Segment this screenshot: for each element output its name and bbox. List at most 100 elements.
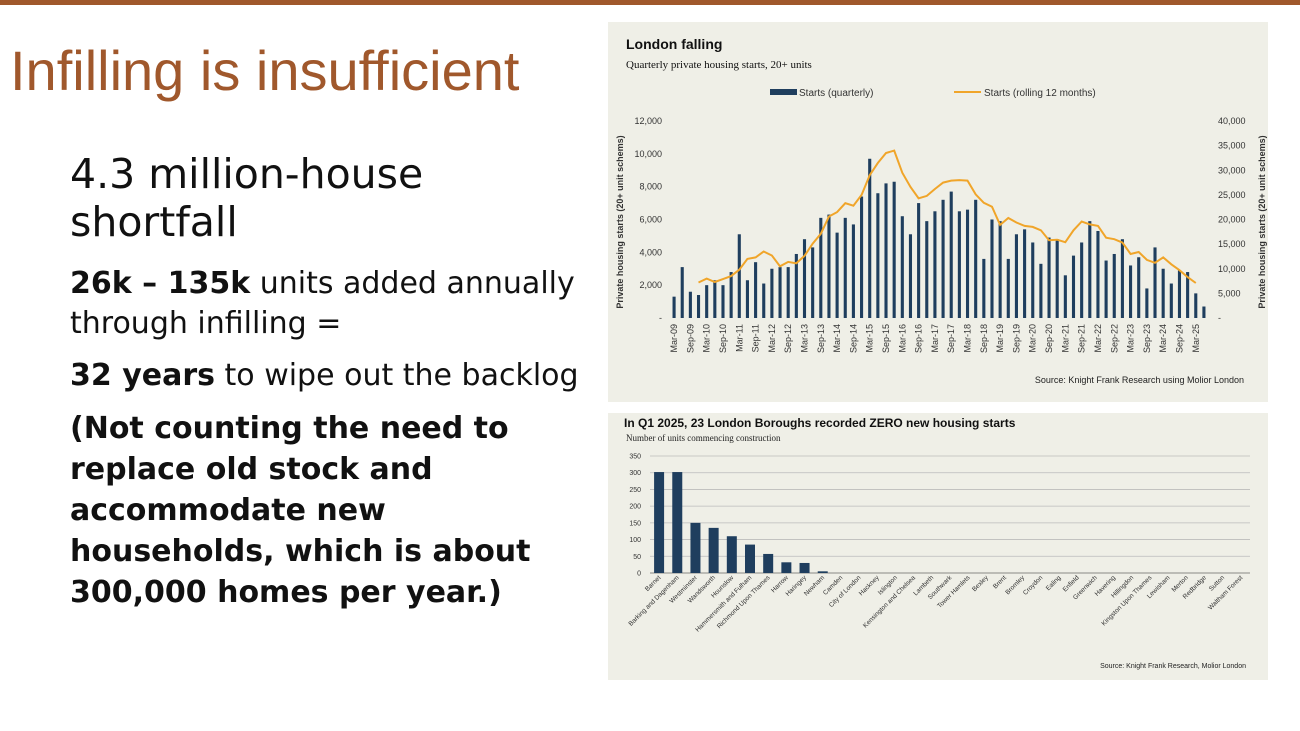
chart1-xtick: Sep-17 (946, 324, 956, 353)
chart1-xtick-group: Sep-17 (946, 324, 956, 353)
chart1-xtick: Mar-09 (669, 324, 679, 353)
chart1-xtick: Sep-20 (1044, 324, 1054, 353)
chart1-bar (794, 253, 798, 318)
chart1-xtick-group: Mar-24 (1158, 324, 1168, 353)
chart2-ytick: 150 (629, 520, 641, 527)
chart1-bar (786, 267, 790, 318)
chart2-bar (799, 562, 810, 573)
chart1-bar (688, 291, 692, 318)
chart1-xtick-group: Sep-23 (1142, 324, 1152, 353)
chart1-xtick-group: Mar-25 (1191, 324, 1201, 353)
chart1-bar (957, 211, 961, 318)
chart1-bar (1031, 242, 1035, 318)
chart1-xtick-group: Sep-12 (783, 324, 793, 353)
bullet-infilling: 26k – 135k units added annually through … (70, 264, 590, 344)
chart1-ytick-right: - (1218, 313, 1221, 323)
chart1-bar (892, 181, 896, 318)
chart1-bar (868, 158, 872, 318)
chart1-xtick-group: Sep-13 (816, 324, 826, 353)
chart1-bar (1202, 306, 1206, 318)
chart1-ytick-left: - (659, 313, 662, 323)
chart1-bar (941, 199, 945, 318)
bullet-infilling-bold: 26k – 135k (70, 266, 251, 301)
chart2-category-label: Ealing (1045, 574, 1063, 592)
chart1-bar (835, 232, 839, 318)
chart1-ytick-left: 6,000 (639, 215, 662, 225)
chart1-bar (754, 262, 758, 318)
chart1-bar (1153, 247, 1157, 318)
chart1-ytick-right: 30,000 (1218, 165, 1246, 175)
chart1-xtick: Mar-12 (767, 324, 777, 353)
chart2-category-label: Bexley (971, 574, 990, 593)
chart1-bar (1177, 270, 1182, 318)
chart1-xtick: Mar-22 (1093, 324, 1103, 353)
chart2-bar (690, 522, 701, 573)
chart1-xtick: Mar-11 (734, 324, 744, 352)
chart1-bar (933, 211, 937, 318)
chart1-bar (827, 214, 831, 318)
chart2-bar (654, 472, 665, 573)
chart2-bar (781, 562, 792, 573)
chart1-ytick-right: 20,000 (1218, 215, 1246, 225)
chart2-bar (817, 571, 828, 573)
chart1-xtick: Sep-16 (914, 324, 924, 353)
chart1-bar (1137, 257, 1141, 318)
chart2-category-label: Waltham Forest (1207, 574, 1244, 611)
chart1-bar (843, 217, 847, 318)
chart1-legend-rolling: Starts (rolling 12 months) (984, 88, 1096, 99)
chart1-xtick-group: Mar-19 (995, 324, 1005, 353)
chart2-xtick-group: Newham (803, 574, 826, 597)
chart1-xtick: Mar-18 (963, 324, 973, 353)
chart1-legend-bar-swatch (770, 89, 797, 95)
chart1-bar (860, 196, 864, 318)
chart2-xtick-group: Brent (992, 574, 1008, 590)
chart1-bar (1014, 234, 1018, 318)
chart1-bar (1055, 239, 1059, 318)
chart2-xtick-group: Waltham Forest (1207, 574, 1244, 611)
chart1-xtick: Mar-24 (1158, 324, 1168, 353)
chart-london-falling: London falling Quarterly private housing… (615, 36, 1267, 385)
chart1-xtick-group: Mar-21 (1060, 324, 1070, 353)
chart1-ytick-right: 25,000 (1218, 190, 1246, 200)
chart1-bar (721, 285, 725, 318)
chart1-bar (908, 234, 913, 318)
chart1-bar (705, 285, 709, 318)
chart2-category-label: Newham (803, 574, 826, 597)
chart1-bar (1063, 275, 1067, 318)
chart1-xtick: Mar-20 (1028, 324, 1038, 353)
chart1-bar (990, 219, 994, 318)
chart1-xtick: Sep-21 (1077, 324, 1087, 353)
chart1-xtick: Sep-14 (848, 324, 858, 353)
chart1-xtick: Mar-14 (832, 324, 842, 353)
chart1-xtick: Mar-21 (1060, 324, 1070, 353)
bullet-years: 32 years to wipe out the backlog (70, 356, 590, 396)
chart2-xtick-group: Croydon (1022, 574, 1045, 597)
chart1-xtick-group: Sep-24 (1175, 324, 1185, 353)
chart1-bar (680, 267, 684, 318)
chart1-bar (1047, 237, 1051, 318)
chart-panel-boroughs: In Q1 2025, 23 London Boroughs recorded … (608, 413, 1268, 680)
chart1-ytick-right: 10,000 (1218, 264, 1246, 274)
chart1-xtick-group: Mar-22 (1093, 324, 1103, 353)
chart1-ylabel-left: Private housing starts (20+ unit schems) (615, 135, 625, 308)
chart2-ytick: 50 (633, 554, 641, 561)
chart1-xtick: Mar-25 (1191, 324, 1201, 353)
chart1-xtick: Sep-15 (881, 324, 891, 353)
chart1-bar (729, 272, 733, 318)
chart1-xtick-group: Mar-12 (767, 324, 777, 353)
chart2-ytick: 300 (629, 470, 641, 477)
chart1-ytick-left: 2,000 (639, 280, 662, 290)
chart2-bar (745, 544, 755, 573)
chart1-bar (925, 221, 929, 318)
chart2-bar (726, 536, 737, 573)
chart1-bar (884, 183, 888, 318)
chart1-xtick-group: Sep-11 (751, 324, 761, 352)
chart1-xtick-group: Mar-18 (963, 324, 973, 353)
chart1-ylabel-right: Private housing starts (20+ unit schems) (1257, 135, 1267, 308)
chart1-ytick-left: 4,000 (639, 247, 662, 257)
chart1-xtick: Sep-11 (751, 324, 761, 352)
chart1-xtick-group: Mar-23 (1126, 324, 1136, 353)
chart1-ytick-left: 10,000 (634, 149, 662, 159)
chart1-bar (745, 280, 749, 318)
chart1-xtick-group: Sep-09 (685, 324, 695, 353)
